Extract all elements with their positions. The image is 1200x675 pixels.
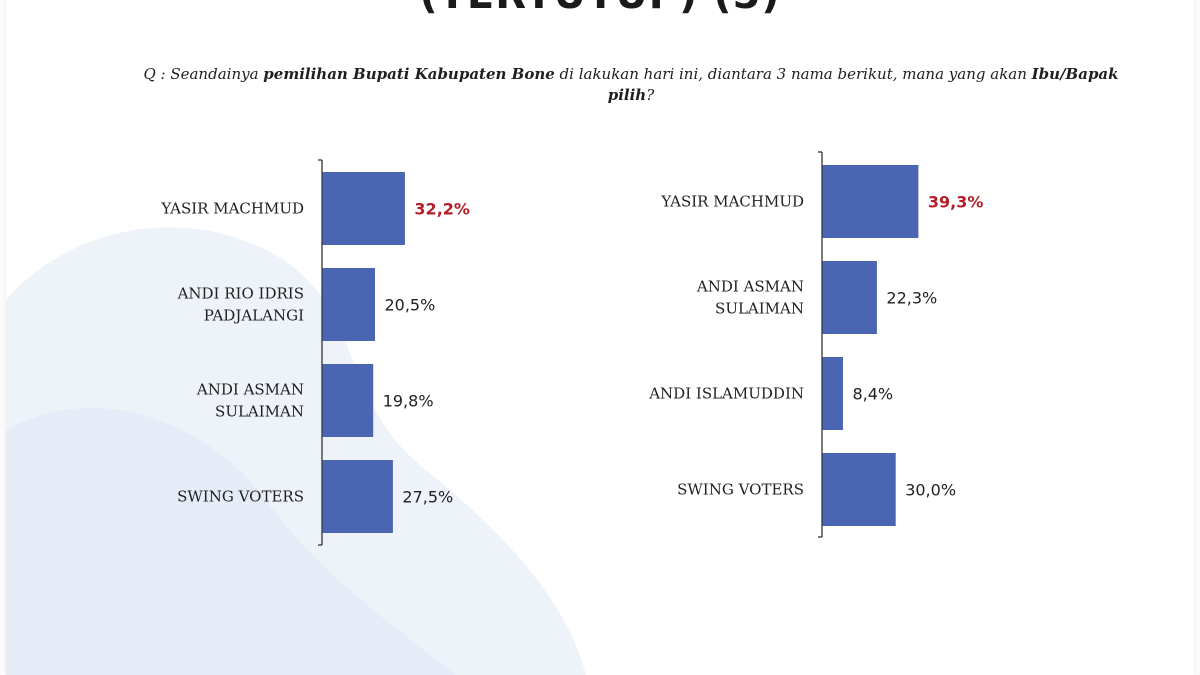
question-bold-2: Ibu/Bapak — [1031, 65, 1119, 83]
bar-1 — [322, 268, 375, 341]
value-label: 20,5% — [384, 296, 435, 315]
category-label: YASIR MACHMUD — [660, 193, 804, 211]
bar-2 — [322, 364, 374, 437]
category-label: SWING VOTERS — [677, 481, 804, 499]
value-label: 27,5% — [402, 488, 453, 507]
bar-0 — [822, 165, 919, 238]
question-middle: di lakukan hari ini, diantara 3 nama ber… — [554, 65, 1032, 83]
bar-2 — [822, 357, 843, 430]
bar-3 — [822, 453, 896, 526]
question-prefix: Q : Seandainya — [143, 65, 264, 83]
bar-0 — [322, 172, 405, 245]
category-label: SULAIMAN — [215, 403, 304, 421]
value-label: 8,4% — [852, 385, 893, 404]
value-label: 30,0% — [905, 481, 956, 500]
slide-title: (TERTUTUP) (5) — [6, 0, 1194, 18]
value-label: 39,3% — [928, 193, 984, 212]
bar-chart-left: YASIR MACHMUD 32,2% ANDI RIO IDRIS PADJALAN… — [160, 159, 470, 546]
value-label: 32,2% — [414, 200, 470, 219]
category-label: ANDI ISLAMUDDIN — [648, 385, 804, 403]
question-bold-1: pemilihan Bupati Kabupaten Bone — [263, 65, 555, 83]
bar-1 — [822, 261, 877, 334]
survey-question: Q : Seandainya pemilihan Bupati Kabupate… — [106, 64, 1156, 106]
category-label: SULAIMAN — [715, 300, 804, 318]
category-label: ANDI RIO IDRIS — [177, 285, 304, 303]
category-label: ANDI ASMAN — [196, 381, 304, 399]
slide: (TERTUTUP) (5) Q : Seandainya pemilihan … — [6, 0, 1194, 675]
background-swoosh — [6, 227, 586, 675]
value-label: 22,3% — [886, 289, 937, 308]
bar-3 — [322, 460, 393, 533]
category-label: PADJALANGI — [204, 307, 304, 325]
question-bold-3: pilih — [607, 86, 647, 104]
category-label: ANDI ASMAN — [696, 278, 804, 296]
value-label: 19,8% — [383, 392, 434, 411]
category-label: YASIR MACHMUD — [160, 200, 304, 218]
category-label: SWING VOTERS — [177, 488, 304, 506]
question-suffix: ? — [646, 86, 655, 104]
bar-chart-right: YASIR MACHMUD 39,3% ANDI ASMAN SULAIMAN 22,3… — [648, 151, 984, 538]
